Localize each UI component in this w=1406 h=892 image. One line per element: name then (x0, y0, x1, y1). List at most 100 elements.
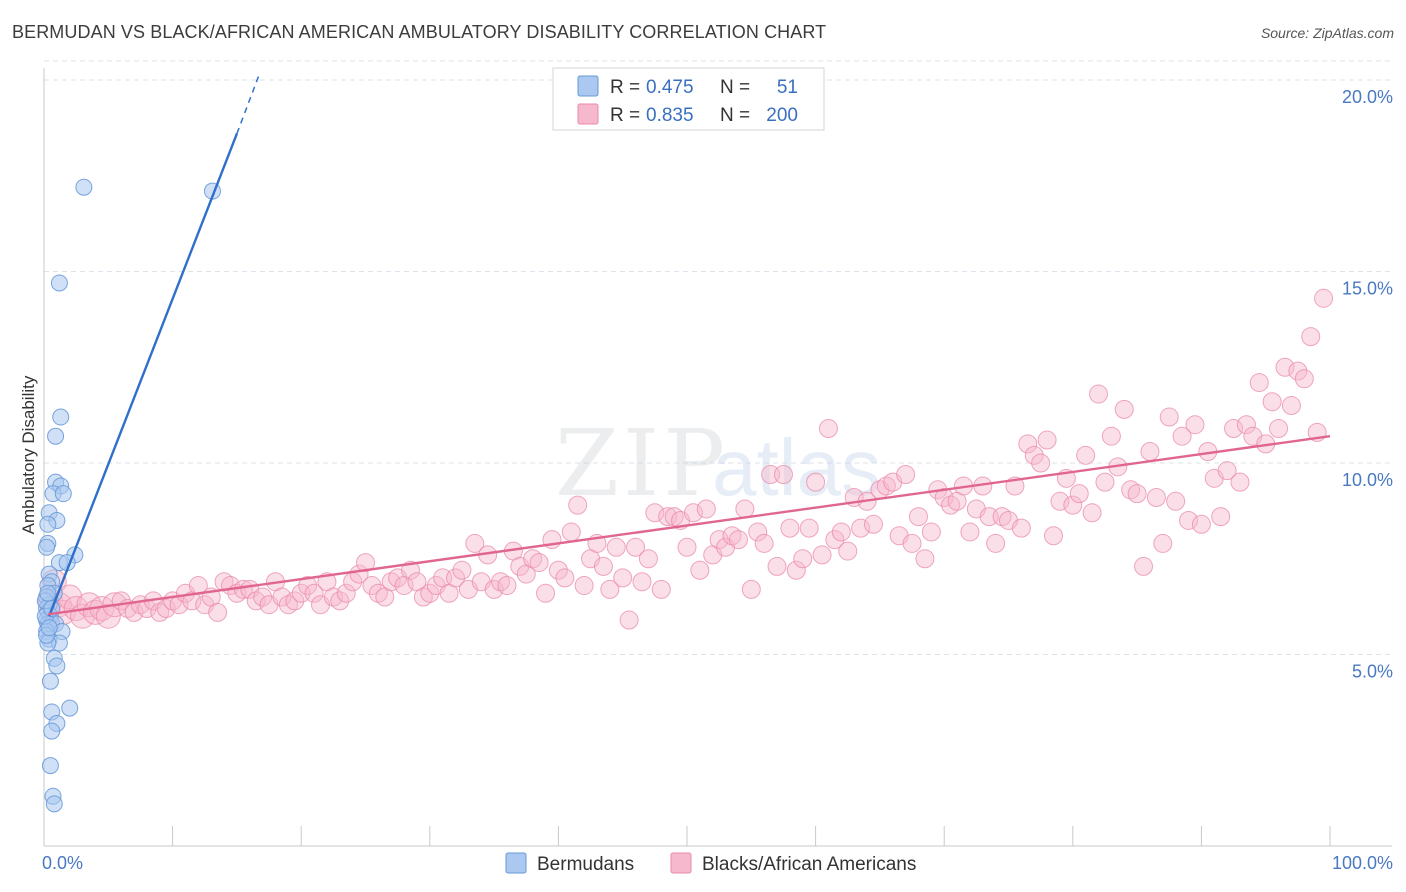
pink-point-152 (1011, 518, 1031, 538)
pink-point-112 (754, 533, 774, 553)
pink-point-186 (1230, 472, 1250, 492)
y-tick-label-2: 15.0% (1342, 279, 1393, 299)
pink-point-184 (1217, 461, 1237, 481)
pink-point-138 (921, 522, 941, 542)
pink-point-166 (1101, 426, 1121, 446)
pink-point-101 (683, 503, 703, 523)
pink-point-100 (677, 537, 697, 557)
blue-point-8 (54, 485, 72, 503)
y-axis-title: Ambulatory Disability (19, 375, 38, 534)
pink-point-140 (934, 487, 954, 507)
pink-point-170 (1127, 484, 1147, 504)
pink-point-97 (658, 507, 678, 527)
pink-point-179 (1185, 415, 1205, 435)
y-tick-label-3: 20.0% (1342, 87, 1393, 107)
pink-point-103 (696, 499, 716, 519)
pink-point-168 (1114, 399, 1134, 419)
pink-point-95 (645, 503, 665, 523)
pink-point-117 (786, 560, 806, 580)
pink-point-94 (638, 549, 658, 569)
legend: R = 0.475 N = 51 R = 0.835 N = 200 (552, 67, 825, 131)
legend-swatch-pink (577, 103, 599, 125)
pink-point-91 (619, 610, 639, 630)
pink-point-41 (298, 576, 318, 596)
pink-point-161 (1069, 484, 1089, 504)
pink-point-136 (908, 507, 928, 527)
pink-point-89 (606, 537, 626, 557)
pink-point-90 (613, 568, 633, 588)
y-tick-label-1: 10.0% (1342, 470, 1393, 490)
pink-point-37 (272, 587, 292, 607)
pink-point-180 (1191, 514, 1211, 534)
grid-lines (44, 60, 1392, 655)
blue-point-49 (39, 584, 57, 602)
pink-point-67 (465, 533, 485, 553)
pink-point-122 (818, 419, 838, 439)
bottom-legend-swatch-blue (505, 852, 527, 874)
pink-point-148 (986, 533, 1006, 553)
blue-point-39 (61, 699, 79, 717)
pink-point-93 (632, 572, 652, 592)
blue-point-11 (39, 515, 57, 533)
pink-point-175 (1159, 407, 1179, 427)
blue-point-13 (38, 538, 56, 556)
pink-point-173 (1146, 487, 1166, 507)
pink-point-158 (1050, 491, 1070, 511)
pink-point-10 (95, 603, 121, 629)
pink-point-172 (1140, 442, 1160, 462)
pink-point-78 (536, 583, 556, 603)
pink-point-178 (1179, 510, 1199, 530)
source-label: Source: ZipAtlas.com (1260, 25, 1394, 41)
pink-point-156 (1037, 430, 1057, 450)
blue-point-3 (52, 408, 70, 426)
pink-point-82 (561, 522, 581, 542)
trendlines (47, 72, 1331, 617)
pink-point-194 (1281, 396, 1301, 416)
pink-point-34 (253, 587, 273, 607)
pink-point-124 (831, 522, 851, 542)
pink-point-114 (767, 556, 787, 576)
pink-point-80 (548, 560, 568, 580)
pink-point-154 (1024, 445, 1044, 465)
pink-point-64 (446, 568, 466, 588)
y-tick-labels: 5.0% 10.0% 15.0% 20.0% (1342, 87, 1393, 682)
pink-point-121 (812, 545, 832, 565)
pink-point-70 (484, 579, 504, 599)
pink-point-164 (1089, 384, 1109, 404)
pink-point-127 (851, 518, 871, 538)
chart-title: BERMUDAN VS BLACK/AFRICAN AMERICAN AMBUL… (12, 22, 827, 42)
pink-point-77 (529, 553, 549, 573)
blue-trendline (48, 133, 239, 617)
pink-point-118 (793, 549, 813, 569)
pink-point-191 (1262, 392, 1282, 412)
pink-point-199 (1314, 288, 1334, 308)
pink-point-60 (420, 583, 440, 603)
y-tick-label-0: 5.0% (1352, 662, 1393, 682)
pink-point-111 (748, 522, 768, 542)
x-tick-label-0: 0.0% (42, 853, 83, 873)
pink-trendline (47, 435, 1331, 616)
blue-trendline-extension (236, 72, 261, 134)
pink-point-196 (1294, 369, 1314, 389)
legend-r-label-pink: R = (610, 105, 640, 126)
pink-point-65 (452, 560, 472, 580)
pink-point-108 (728, 530, 748, 550)
watermark-zip: ZIP (555, 410, 729, 517)
pink-point-155 (1031, 453, 1051, 473)
legend-swatch-blue (577, 75, 599, 97)
pink-point-137 (915, 549, 935, 569)
pink-point-102 (690, 560, 710, 580)
pink-point-105 (709, 530, 729, 550)
x-tick-labels: 0.0% 100.0% (42, 853, 1393, 873)
pink-point-87 (593, 556, 613, 576)
pink-point-192 (1269, 419, 1289, 439)
axes (43, 68, 1392, 847)
legend-r-label-blue: R = (610, 77, 640, 98)
watermark-atlas: atlas (712, 423, 881, 512)
pink-point-162 (1076, 445, 1096, 465)
pink-point-125 (838, 541, 858, 561)
bottom-legend: Bermudans Blacks/African Americans (505, 852, 916, 875)
pink-point-96 (651, 579, 671, 599)
pink-point-134 (896, 464, 916, 484)
